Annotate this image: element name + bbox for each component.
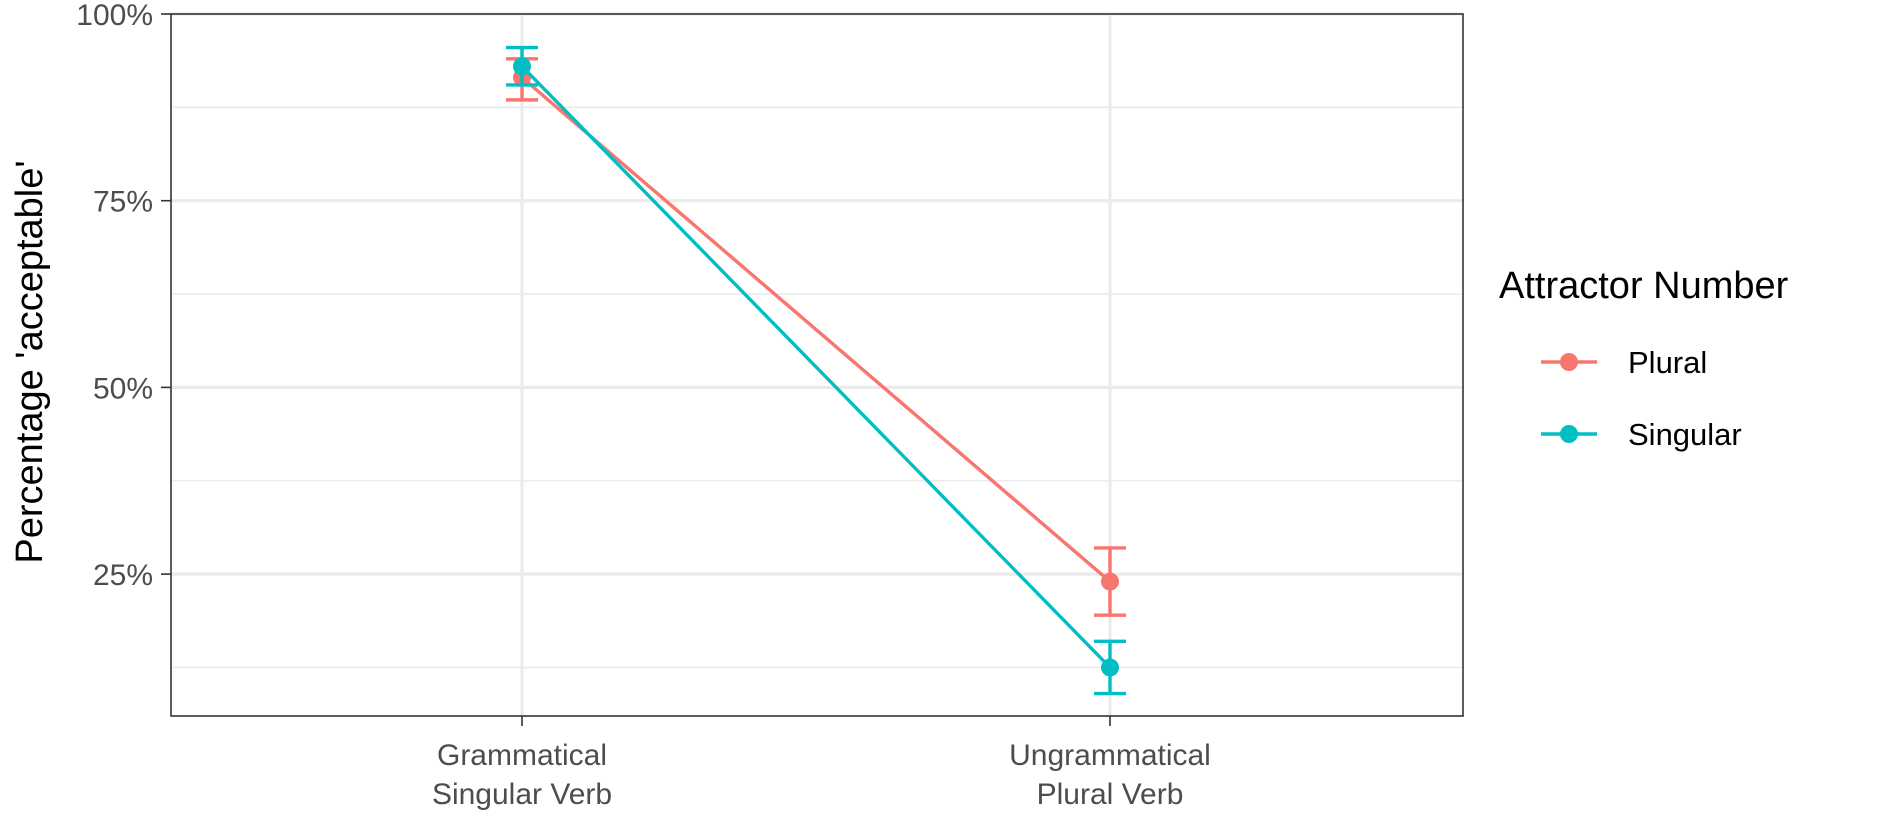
y-tick-label: 50% [93, 372, 153, 405]
x-tick-label-line2: Singular Verb [432, 778, 612, 811]
y-tick-label: 25% [93, 559, 153, 592]
legend: Attractor Number Plural Singular [1499, 265, 1789, 452]
axes: 25% 50% 75% 100% Grammatical Singular Verb Ung… [76, 0, 1211, 811]
legend-key-point [1560, 353, 1578, 371]
legend-item-plural: Plural [1541, 345, 1707, 380]
data-point [1101, 572, 1119, 591]
legend-key-point [1560, 425, 1578, 443]
plot-panel-border [170, 13, 1464, 717]
legend-title: Attractor Number [1499, 265, 1789, 307]
x-tick-label-line2: Plural Verb [1037, 778, 1184, 811]
data-point [513, 57, 531, 76]
y-tick-label: 100% [76, 0, 153, 32]
y-axis-title: Percentage 'acceptable' [9, 160, 51, 563]
series-plural [506, 57, 1126, 617]
series-layer [506, 45, 1126, 696]
legend-item-singular: Singular [1541, 417, 1742, 452]
legend-label: Plural [1628, 345, 1707, 380]
y-tick-label: 75% [93, 186, 153, 219]
legend-items: Plural Singular [1541, 345, 1742, 452]
series-line [520, 65, 1112, 669]
series-line [520, 76, 1112, 583]
data-point [1101, 658, 1119, 677]
legend-label: Singular [1628, 417, 1742, 452]
series-singular [506, 45, 1126, 696]
x-tick-label-line1: Ungrammatical [1009, 739, 1211, 772]
x-tick-label-line1: Grammatical [437, 739, 607, 772]
grid-lines [171, 12, 1463, 716]
